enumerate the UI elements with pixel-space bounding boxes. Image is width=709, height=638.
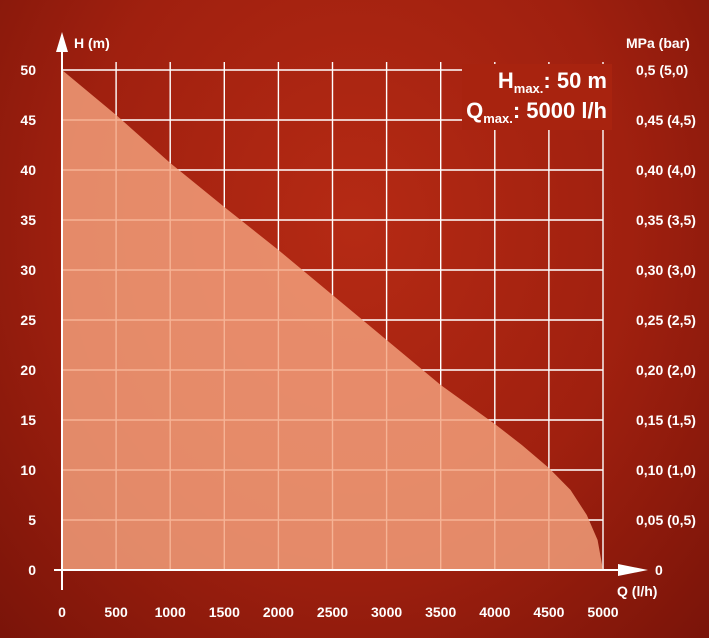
x-axis-arrow	[618, 564, 648, 576]
x-axis-title: Q (l/h)	[617, 583, 657, 599]
y-axis-arrow	[56, 32, 68, 52]
right-tick-labels: 0 0,05 (0,5) 0,10 (1,0) 0,15 (1,5) 0,20 (2,0…	[636, 62, 696, 578]
x-tick-label: 1500	[209, 604, 240, 620]
x-tick-label: 1000	[155, 604, 186, 620]
qmax-value: : 5000 l/h	[513, 98, 607, 123]
svg-text:Qmax.: 5000 l/h: Qmax.: 5000 l/h	[466, 98, 607, 126]
y-tick-label-right: 0,15 (1,5)	[636, 412, 696, 428]
x-tick-label: 3000	[371, 604, 402, 620]
y-tick-label-right: 0,45 (4,5)	[636, 112, 696, 128]
hmax-symbol: H	[498, 68, 514, 93]
svg-text:Hmax.: 50 m: Hmax.: 50 m	[498, 68, 607, 96]
qmax-subscript: max.	[483, 111, 513, 126]
y-tick-label-left: 45	[20, 112, 36, 128]
hmax-annotation: Hmax.: 50 m	[498, 68, 607, 96]
qmax-annotation: Qmax.: 5000 l/h	[466, 98, 607, 126]
y-tick-label-right: 0,35 (3,5)	[636, 212, 696, 228]
x-tick-label: 500	[104, 604, 128, 620]
left-tick-labels: 0 5 10 15 20 25 30 35 40 45 50	[20, 62, 36, 578]
y-tick-label-left: 0	[28, 562, 36, 578]
y-tick-label-right: 0,20 (2,0)	[636, 362, 696, 378]
y-tick-label-right: 0,05 (0,5)	[636, 512, 696, 528]
x-tick-label: 3500	[425, 604, 456, 620]
y-tick-label-left: 25	[20, 312, 36, 328]
y-tick-label-right: 0,25 (2,5)	[636, 312, 696, 328]
x-tick-label: 4500	[533, 604, 564, 620]
bottom-tick-labels: 0 500 1000 1500 2000 2500 3000 3500 4000 4500 5000	[58, 604, 619, 620]
x-tick-label: 0	[58, 604, 66, 620]
y-tick-label-left: 20	[20, 362, 36, 378]
axes	[54, 32, 648, 590]
annotation-background	[462, 64, 612, 130]
y-tick-label-left: 40	[20, 162, 36, 178]
y-axis-title-right: MPa (bar)	[626, 35, 690, 51]
x-tick-label: 4000	[479, 604, 510, 620]
y-tick-label-right: 0,40 (4,0)	[636, 162, 696, 178]
y-tick-label-right: 0,30 (3,0)	[636, 262, 696, 278]
y-tick-label-right: 0	[655, 562, 663, 578]
hmax-value: : 50 m	[543, 68, 607, 93]
performance-curve-area	[62, 70, 603, 570]
y-tick-label-left: 10	[20, 462, 36, 478]
x-tick-label: 2500	[317, 604, 348, 620]
y-tick-label-right: 0,10 (1,0)	[636, 462, 696, 478]
y-tick-label-left: 50	[20, 62, 36, 78]
y-tick-label-left: 15	[20, 412, 36, 428]
y-tick-label-right: 0,5 (5,0)	[636, 62, 688, 78]
y-tick-label-left: 35	[20, 212, 36, 228]
x-tick-label: 2000	[263, 604, 294, 620]
qmax-symbol: Q	[466, 98, 483, 123]
y-axis-title-left: H (m)	[74, 35, 110, 51]
y-tick-label-left: 5	[28, 512, 36, 528]
hmax-subscript: max.	[514, 81, 544, 96]
y-tick-label-left: 30	[20, 262, 36, 278]
x-tick-label: 5000	[587, 604, 618, 620]
